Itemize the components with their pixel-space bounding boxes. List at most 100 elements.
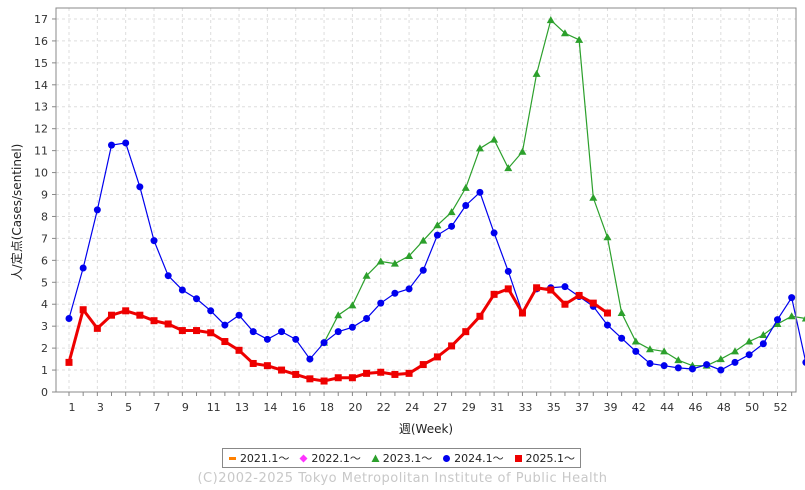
x-tick-label: 33: [518, 401, 532, 414]
data-point: [518, 147, 527, 155]
x-tick-label: 3: [97, 401, 104, 414]
data-point: [150, 237, 158, 245]
data-point: [334, 311, 343, 319]
legend-item: 2021.1〜: [228, 450, 289, 466]
y-tick-label: 0: [41, 386, 48, 399]
data-point: [773, 319, 782, 327]
data-point: [575, 35, 584, 43]
x-tick-label: 37: [575, 401, 589, 414]
y-tick-label: 2: [41, 342, 48, 355]
data-point: [490, 229, 498, 237]
series-20251: [65, 284, 611, 385]
series-20231: [320, 16, 805, 369]
data-point: [320, 377, 328, 385]
data-point: [65, 314, 73, 322]
series-line: [323, 18, 805, 367]
data-point: [717, 366, 725, 374]
data-point: [278, 328, 286, 336]
plot-frame: [55, 7, 797, 393]
data-point: [65, 358, 73, 366]
data-point: [461, 183, 470, 191]
data-point: [632, 347, 640, 355]
data-point: [490, 135, 499, 143]
grid: [56, 8, 796, 393]
data-point: [390, 259, 399, 267]
data-point: [136, 311, 144, 319]
data-point: [278, 366, 286, 374]
y-tick-label: 14: [34, 79, 48, 92]
data-point: [221, 321, 229, 329]
legend-item: 2023.1〜: [371, 450, 432, 466]
x-axis-ticks: 1 3 5 7 9 11 13 14 16 18 20 22 24 27 29 31 33 35 37 39 42 44 4…: [68, 392, 793, 414]
data-point: [108, 141, 116, 149]
legend-marker: [228, 456, 236, 460]
legend-item: 2022.1〜: [299, 450, 361, 466]
data-point: [801, 315, 805, 322]
data-point: [589, 299, 597, 307]
data-point: [448, 342, 456, 350]
data-point: [306, 355, 314, 363]
x-axis-title: 週(Week): [399, 422, 453, 436]
data-point: [731, 358, 739, 366]
x-tick-label: 50: [745, 401, 759, 414]
data-point: [674, 356, 683, 364]
data-point: [108, 311, 116, 319]
data-point: [419, 361, 427, 369]
x-tick-label: 52: [774, 401, 788, 414]
legend-marker: [299, 454, 308, 462]
y-tick-label: 17: [34, 13, 48, 26]
data-point: [306, 375, 314, 383]
x-tick-label: 20: [348, 401, 362, 414]
data-point: [334, 374, 342, 382]
y-tick-label: 11: [34, 145, 48, 158]
legend-marker: [514, 454, 522, 462]
data-point: [575, 291, 583, 299]
data-point: [419, 236, 428, 244]
data-point: [207, 329, 215, 337]
x-tick-label: 39: [603, 401, 617, 414]
x-tick-label: 48: [717, 401, 731, 414]
x-tick-label: 16: [292, 401, 306, 414]
data-point: [334, 328, 342, 336]
data-point: [802, 358, 805, 366]
data-point: [759, 340, 767, 348]
legend-item: 2025.1〜: [514, 450, 575, 466]
x-tick-label: 24: [405, 401, 419, 414]
data-point: [561, 300, 569, 308]
data-point: [759, 330, 768, 338]
data-point: [560, 29, 569, 37]
data-point: [377, 299, 385, 307]
data-point: [646, 359, 654, 367]
y-tick-label: 16: [34, 35, 48, 48]
data-point: [122, 139, 130, 147]
legend: 2021.1〜 2022.1〜 2023.1〜 2024.1〜 2025.1〜: [222, 448, 581, 468]
data-point: [193, 295, 201, 303]
data-point: [377, 368, 385, 376]
x-tick-label: 18: [320, 401, 334, 414]
data-point: [518, 309, 526, 317]
y-tick-label: 12: [34, 123, 48, 136]
data-point: [462, 328, 470, 336]
data-point: [263, 362, 271, 370]
data-point: [433, 221, 442, 229]
legend-marker: [371, 454, 380, 462]
data-point: [745, 351, 753, 359]
data-point: [787, 312, 796, 320]
data-point: [221, 338, 229, 346]
legend-marker: [443, 454, 451, 462]
data-point: [774, 316, 781, 324]
data-point: [391, 370, 399, 378]
data-point: [391, 289, 399, 297]
x-tick-label: 9: [182, 401, 189, 414]
x-tick-label: 14: [263, 401, 277, 414]
data-point: [546, 16, 555, 24]
data-point: [193, 327, 201, 335]
y-tick-label: 1: [41, 364, 48, 377]
data-point: [504, 285, 512, 293]
data-point: [405, 369, 413, 377]
data-point: [547, 286, 555, 294]
data-point: [617, 309, 626, 317]
x-tick-label: 7: [154, 401, 161, 414]
x-tick-label: 27: [433, 401, 447, 414]
